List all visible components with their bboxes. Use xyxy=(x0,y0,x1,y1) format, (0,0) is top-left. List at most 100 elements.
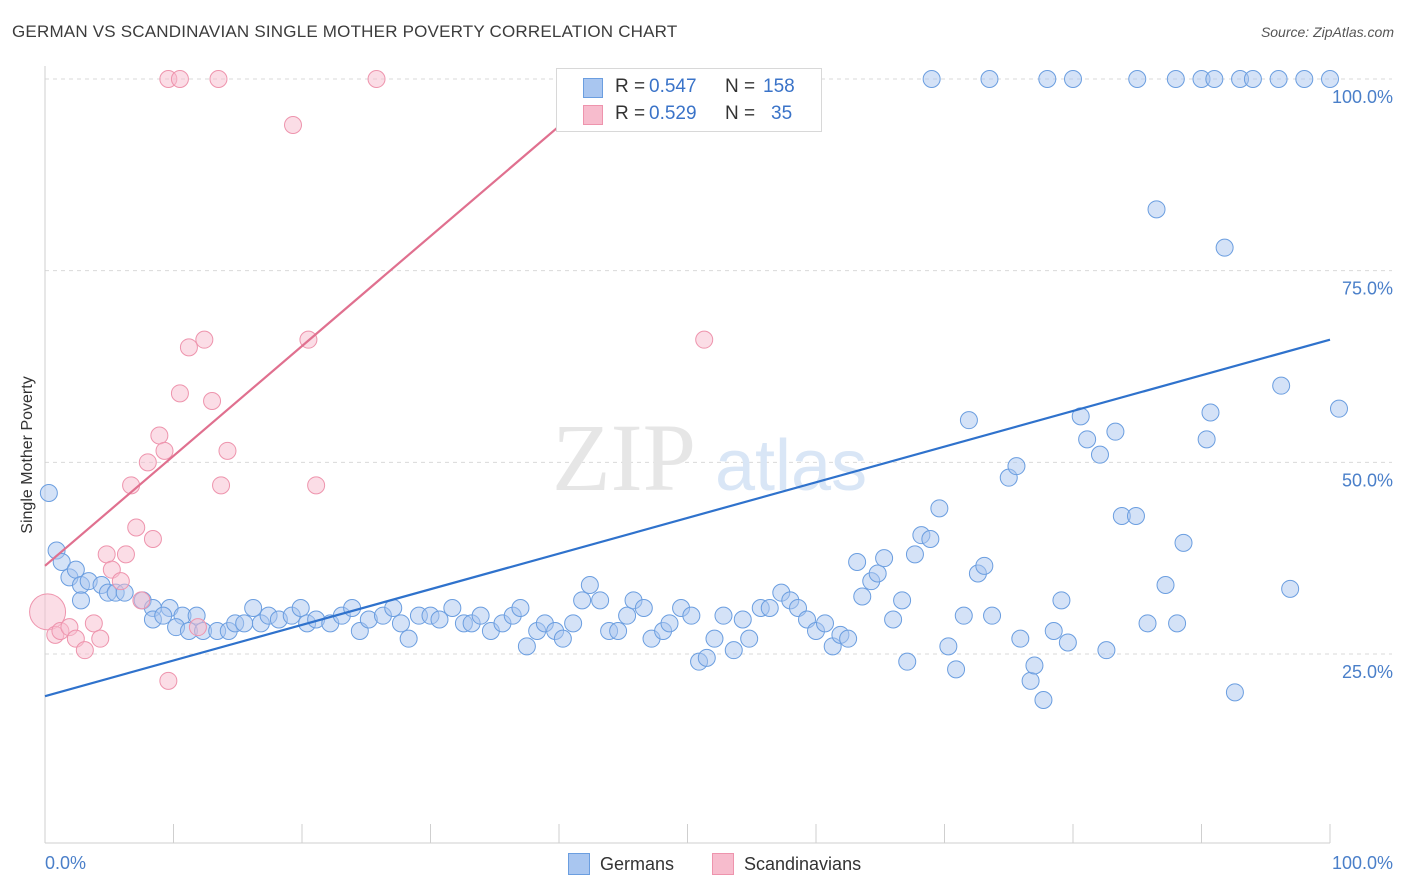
scandinavian-r-value: 0.529 xyxy=(649,103,697,124)
scandinavian-point xyxy=(170,384,189,403)
scandinavian-point xyxy=(29,593,67,631)
german-point xyxy=(980,70,999,88)
scandinavian-point xyxy=(155,441,174,460)
german-point xyxy=(1097,641,1116,660)
german-point xyxy=(1078,430,1097,449)
scandinavian-point xyxy=(367,70,386,88)
german-point xyxy=(682,606,701,625)
german-point xyxy=(580,576,599,594)
scandinavian-point xyxy=(138,453,157,472)
scandinavian-point xyxy=(132,591,151,610)
german-point xyxy=(898,652,917,671)
german-point xyxy=(1201,403,1220,422)
scandinavian-point xyxy=(307,476,326,495)
scandinavian-point xyxy=(284,116,303,134)
scandinavian-point xyxy=(179,338,198,357)
scandinavian-trend-line xyxy=(44,78,615,567)
legend-item-scandinavians: Scandinavians xyxy=(712,851,861,877)
german-point xyxy=(1205,70,1224,88)
german-point xyxy=(1329,399,1348,418)
german-point xyxy=(930,499,949,518)
german-point xyxy=(1321,70,1339,88)
german-point xyxy=(235,614,254,633)
scandinavian-point xyxy=(195,330,214,349)
german-n-label: N = xyxy=(725,76,756,97)
scandinavian-point xyxy=(209,70,228,88)
german-r-label: R = xyxy=(615,76,646,97)
y-tick-label: 50.0% xyxy=(1342,470,1393,490)
german-point xyxy=(564,614,583,633)
german-point xyxy=(947,660,966,679)
german-point xyxy=(1007,457,1026,476)
scandinavian-point xyxy=(695,330,714,349)
x-tick-label: 0.0% xyxy=(45,853,86,873)
german-r-value: 0.547 xyxy=(649,76,697,97)
german-point xyxy=(573,591,592,610)
scandinavian-n-label: N = xyxy=(725,103,756,124)
german-point xyxy=(1038,70,1057,88)
german-point xyxy=(959,411,978,430)
scandinavian-point xyxy=(97,545,116,564)
german-point xyxy=(740,629,759,648)
german-point xyxy=(1166,70,1185,88)
german-point xyxy=(868,564,887,583)
german-point xyxy=(430,610,449,629)
german-point xyxy=(343,599,362,617)
german-point xyxy=(511,599,530,617)
grid-layer xyxy=(45,78,1392,655)
german-point xyxy=(1021,671,1040,690)
german-point xyxy=(443,599,462,617)
german-point xyxy=(1156,576,1175,594)
german-point xyxy=(939,637,958,656)
german-point xyxy=(893,591,912,610)
german-point xyxy=(591,591,610,610)
german-point xyxy=(609,622,628,640)
german-point xyxy=(983,606,1002,625)
german-point xyxy=(1225,683,1244,702)
watermark: ZIP atlas xyxy=(552,404,867,511)
german-point xyxy=(244,599,263,617)
scandinavian-points xyxy=(29,70,714,690)
scandinavian-point xyxy=(116,545,135,564)
scandinavian-point xyxy=(150,426,169,445)
german-point xyxy=(553,629,572,648)
german-point xyxy=(39,484,58,502)
source-label: Source: ZipAtlas.com xyxy=(1260,24,1394,40)
scandinavian-point xyxy=(75,641,94,660)
scandinavian-n-value: 35 xyxy=(771,103,793,124)
german-point xyxy=(724,641,743,660)
german-point xyxy=(921,530,940,548)
german-point xyxy=(1174,533,1193,552)
german-point xyxy=(1147,200,1166,219)
german-point xyxy=(154,606,173,625)
scandinavian-r-label: R = xyxy=(615,103,646,124)
german-point xyxy=(52,553,71,571)
tick-labels: 25.0% 50.0% 75.0% 100.0% 0.0% 100.0% xyxy=(45,87,1393,873)
german-point xyxy=(1215,238,1234,257)
scandinavian-point xyxy=(170,70,189,88)
scandinavian-point xyxy=(143,530,162,548)
german-point xyxy=(399,629,418,648)
y-tick-label: 100.0% xyxy=(1332,87,1393,107)
german-point xyxy=(875,549,894,568)
scandinavian-swatch xyxy=(583,105,603,125)
german-point xyxy=(853,587,872,606)
scandinavian-point xyxy=(84,614,103,633)
german-point xyxy=(1058,633,1077,652)
german-point xyxy=(471,606,490,625)
german-point xyxy=(1128,70,1147,88)
german-point xyxy=(1168,614,1187,633)
german-point xyxy=(815,614,834,633)
german-point xyxy=(1064,70,1082,88)
german-point xyxy=(1243,70,1262,88)
german-point xyxy=(1295,70,1314,88)
german-point xyxy=(1106,422,1125,441)
legend-swatch-germans xyxy=(568,853,590,875)
german-point xyxy=(697,648,716,667)
scandinavian-point xyxy=(212,476,231,495)
german-point xyxy=(884,610,903,629)
y-tick-label: 75.0% xyxy=(1342,279,1393,299)
german-point xyxy=(1281,579,1300,598)
german-point xyxy=(848,553,867,571)
